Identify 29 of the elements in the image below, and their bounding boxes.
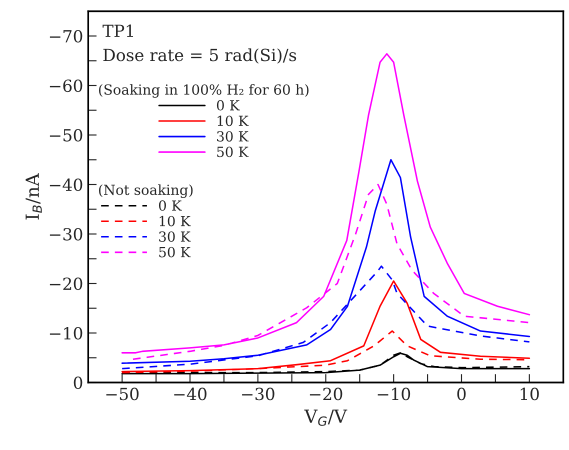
legend-title: (Soaking in 100% H₂ for 60 h) <box>99 84 309 98</box>
x-tick-label: −50 <box>106 388 139 400</box>
y-tick-label: −50 <box>50 128 82 142</box>
legend-label: 50 K <box>217 146 249 158</box>
y-tick-label: −10 <box>50 326 82 340</box>
legend-label: 30 K <box>217 131 249 142</box>
x-tick-label: −40 <box>174 388 206 400</box>
x-axis-title: V$_{G}$/V <box>304 410 348 426</box>
y-axis-title: I$_{B}$/nA <box>26 173 42 220</box>
x-tick-label: 0 <box>457 388 466 400</box>
annotation: TP1 <box>102 24 134 37</box>
legend-label: 30 K <box>159 231 191 242</box>
y-tick-label: −40 <box>50 178 82 192</box>
legend-label: 50 K <box>159 246 191 258</box>
legend-label: 10 K <box>160 216 191 226</box>
annotation: (Not soaking) <box>99 184 193 198</box>
x-tick-label: 10 <box>520 388 539 400</box>
y-tick-label: −70 <box>50 30 82 43</box>
y-tick-label: −20 <box>50 277 82 290</box>
legend-label: 10 K <box>218 116 249 126</box>
y-tick-label: −60 <box>50 79 82 92</box>
y-tick-label: 0 <box>74 376 82 390</box>
x-tick-label: −30 <box>242 388 274 400</box>
x-tick-label: −20 <box>310 388 342 400</box>
y-tick-label: −30 <box>50 228 82 241</box>
legend-label: 0 K <box>158 200 182 211</box>
x-tick-label: −10 <box>378 388 410 400</box>
legend-label: 0 K <box>216 100 240 111</box>
annotation: Dose rate = 5 rad(Si)/s <box>103 48 296 64</box>
